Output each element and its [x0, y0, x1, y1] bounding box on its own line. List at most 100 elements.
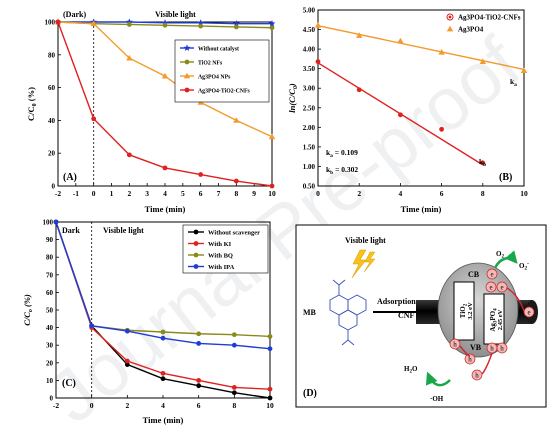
- panel-b-series-0-point: [315, 59, 321, 65]
- panel-a-xtick-label: 3: [145, 189, 149, 198]
- panel-c-series-3-point: [53, 219, 59, 225]
- panel-a-series-3-point: [91, 116, 97, 122]
- panel-c-dark-annotation: Dark: [62, 226, 80, 235]
- panel-a-series-3-point: [126, 152, 132, 158]
- panel-a-light-annotation: Visible light: [155, 10, 196, 19]
- panel-b-ytick-label: 1.00: [303, 163, 316, 171]
- svg-text:e: e: [489, 284, 492, 292]
- vb-label: VB: [470, 343, 482, 352]
- hole-1: h: [449, 338, 461, 350]
- panel-a-xtick-label: 7: [217, 189, 221, 198]
- panel-b-xtick-label: 8: [481, 189, 485, 198]
- panel-b-series-0-point: [439, 126, 444, 132]
- panel-c-series-0-point: [160, 376, 166, 382]
- panel-a-series-1-point: [233, 24, 239, 30]
- panel-a-xtick-label: 2: [127, 189, 131, 198]
- panel-c-light-annotation: Visible light: [103, 226, 144, 235]
- hole-transfer-arrow: [459, 345, 471, 357]
- svg-text:h: h: [490, 345, 494, 353]
- panel-c-series-3-point: [231, 342, 237, 348]
- svg-text:h: h: [453, 341, 457, 349]
- panel-c-ytick-label: 100: [43, 219, 54, 227]
- legend-marker: [193, 241, 199, 246]
- legend-label: Without scavenger: [208, 230, 260, 237]
- panel-c-ytick-label: 60: [46, 289, 54, 297]
- hole-4: h: [496, 342, 508, 354]
- panel-c-xtick-label: 10: [266, 401, 274, 410]
- electron-4: e: [486, 268, 498, 280]
- panel-d-diagram: (D) Visible light MB Adsorption: [295, 224, 547, 408]
- ag3po4-label: Ag3PO4: [489, 308, 499, 332]
- superoxide-label: O2·: [519, 262, 529, 272]
- lightning-icon: [351, 249, 376, 279]
- panel-b-series-1-fit-line: [317, 24, 525, 71]
- visible-light-label: Visible light: [345, 236, 386, 245]
- panel-b-series-1-point: [520, 67, 528, 74]
- legend-marker: [183, 44, 191, 51]
- panel-b-ka-equation: ka = 0.109: [326, 148, 358, 159]
- panel-a-series-1-point: [198, 23, 204, 29]
- panel-c-xtick-label: 2: [125, 401, 129, 410]
- legend-label: Ag3PO4: [458, 26, 484, 34]
- legend-marker: [446, 25, 454, 32]
- panel-b-series-1-point: [356, 32, 363, 38]
- panel-a-xtick-label: -2: [55, 189, 61, 198]
- panel-a-xtick-label: 5: [181, 189, 185, 198]
- panel-c-ytick-label: 80: [46, 254, 54, 262]
- panel-a-ytick-label: 0: [52, 183, 56, 191]
- panel-c-series-0-point: [196, 383, 202, 389]
- panel-a-series-1-point: [126, 22, 132, 27]
- electron-transfer-arrow: [506, 287, 525, 312]
- panel-c-series-2-point: [267, 334, 273, 339]
- o2-label: O2: [496, 250, 504, 260]
- panel-b-kb-tag: kb: [479, 157, 486, 168]
- legend-label: Without catalyst: [198, 47, 239, 53]
- panel-b-xtick-label: 6: [440, 189, 444, 198]
- panel-c-series-3-point: [160, 335, 166, 341]
- legend-label: With IPA: [208, 264, 235, 271]
- legend-label: TiO2 NFs: [198, 61, 223, 67]
- legend-marker: [184, 87, 190, 93]
- panel-c-ytick-label: 90: [46, 236, 54, 244]
- h2o-label: H2O: [404, 365, 418, 375]
- panel-a-xtick-label: -1: [73, 189, 79, 198]
- methylene-blue-molecule-icon: [329, 279, 367, 346]
- svg-text:h: h: [475, 372, 479, 380]
- panel-c-ylabel: C/Co (%): [22, 294, 34, 326]
- panel-b-ytick-label: 4.00: [303, 46, 316, 54]
- electron-3: e: [523, 306, 535, 318]
- svg-text:h: h: [468, 356, 472, 364]
- tio2-label: TiO2: [459, 303, 469, 318]
- legend-label: Ag3PO4 NPs: [198, 75, 231, 81]
- panel-c-series-3-point: [89, 323, 95, 329]
- panel-a-series-0-point: [197, 19, 205, 26]
- panel-c-series-0-point: [231, 390, 237, 396]
- panel-a-ylabel: C/C0 (%): [26, 87, 38, 121]
- panel-a-series-0-point: [232, 20, 240, 27]
- electron-2: e: [496, 281, 508, 293]
- panel-a-xtick-label: 8: [234, 189, 238, 198]
- panel-c-series-1-point: [160, 370, 166, 376]
- panel-a-xtick-label: 10: [268, 189, 276, 198]
- electron-1: e: [485, 281, 497, 293]
- panel-c-ytick-label: 10: [46, 377, 54, 385]
- legend-label: With KI: [208, 241, 232, 248]
- legend-marker: [193, 229, 199, 235]
- panel-a-ytick-label: 60: [48, 84, 56, 92]
- panel-a-dark-annotation: (Dark): [63, 10, 86, 19]
- svg-text:e: e: [500, 284, 503, 292]
- panel-b-ka-tag: ka: [510, 77, 517, 88]
- panel-b-ylabel: ln(C/C0): [287, 83, 299, 113]
- panel-a-series-3-point: [269, 183, 275, 189]
- panel-c-series-2-point: [231, 332, 237, 338]
- cb-label: CB: [468, 270, 480, 279]
- panel-a-series-0-point: [268, 20, 276, 27]
- panel-a-series-1-point: [269, 25, 275, 31]
- panel-c-label: (C): [62, 378, 76, 389]
- panel-a-ytick-label: 80: [48, 51, 56, 59]
- legend-marker: [193, 252, 199, 258]
- panel-c-xtick-label: 0: [90, 401, 94, 410]
- panel-a-series-2-point: [126, 54, 133, 61]
- panel-c-series-1-point: [267, 386, 273, 392]
